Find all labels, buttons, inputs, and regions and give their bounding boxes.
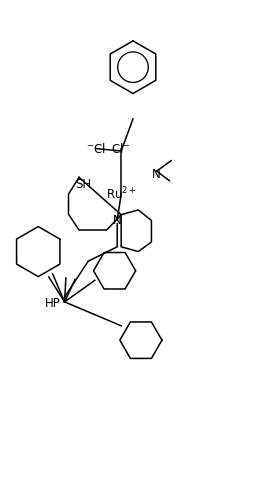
Text: $^{-}$Cl: $^{-}$Cl: [86, 142, 106, 155]
Text: Ru$^{2+}$: Ru$^{2+}$: [106, 186, 136, 202]
Text: HP: HP: [45, 297, 61, 310]
Text: Cl$^{-}$: Cl$^{-}$: [111, 142, 131, 155]
Text: N: N: [152, 168, 161, 182]
Text: N: N: [113, 214, 122, 227]
Text: SH: SH: [75, 178, 91, 191]
